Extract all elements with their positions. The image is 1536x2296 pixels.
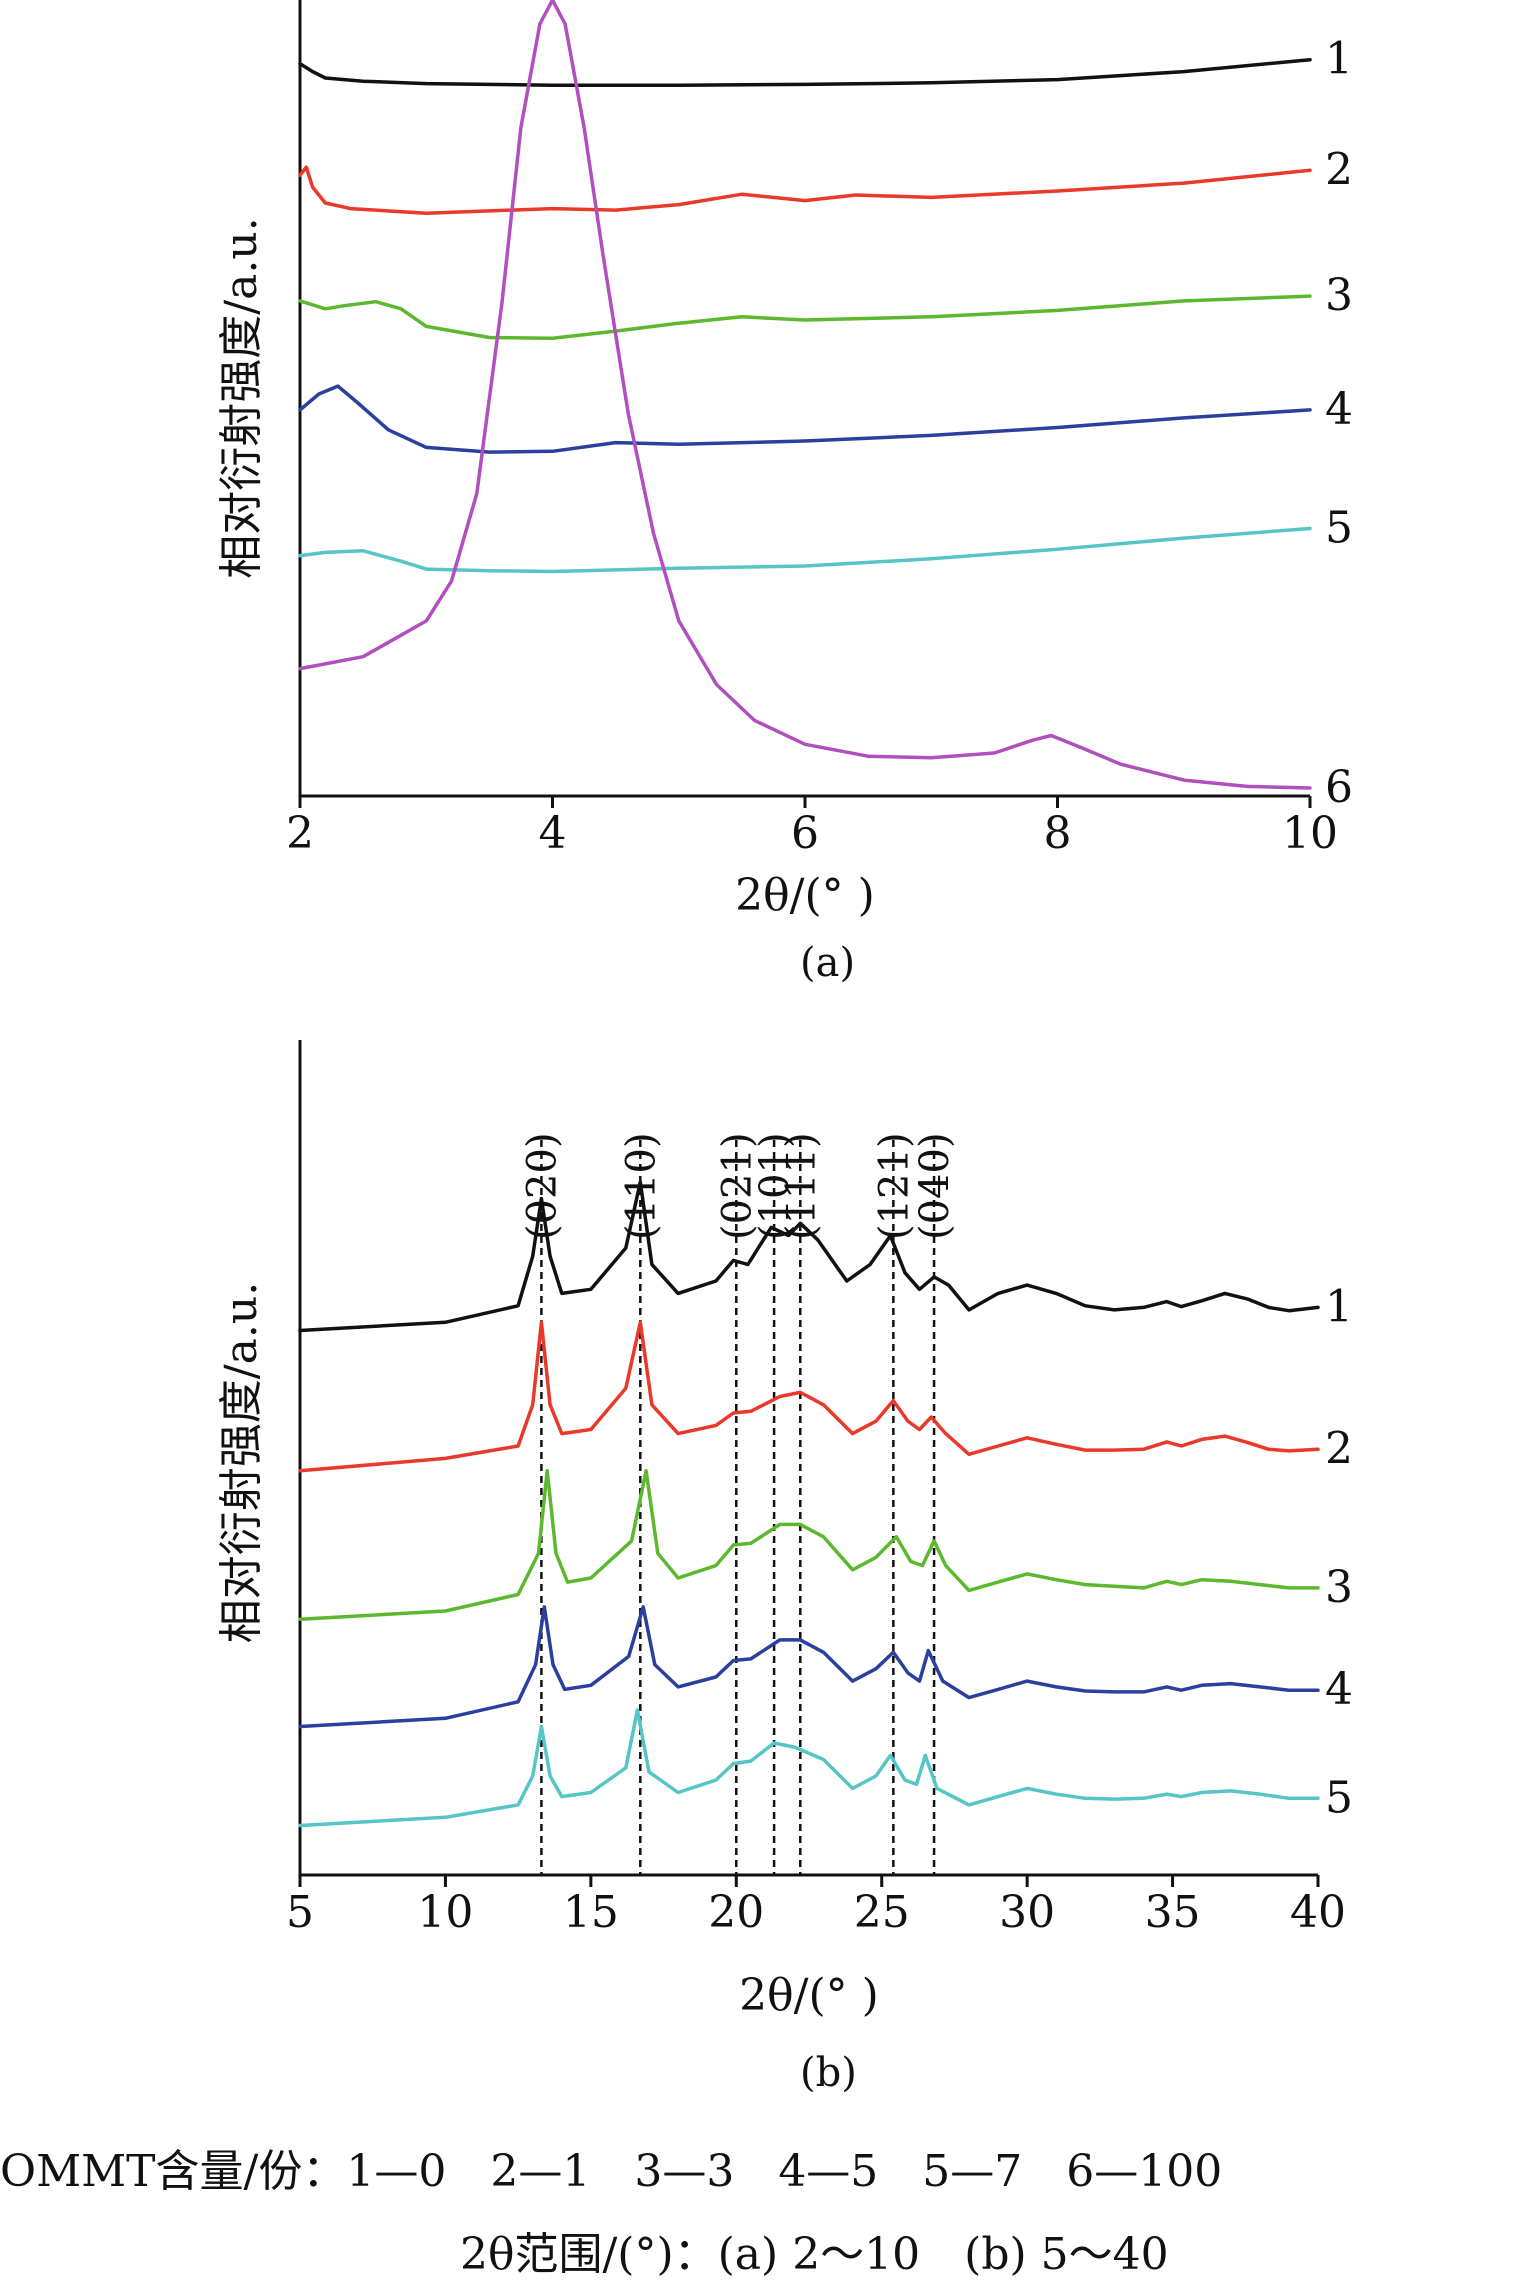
series-line-1 <box>298 1180 1320 1333</box>
x-tick-label-20: 20 <box>708 1887 764 1938</box>
series-label-4: 4 <box>1325 384 1353 435</box>
x-tick-label-5: 5 <box>286 1887 314 1938</box>
series-line-2 <box>298 1320 1320 1473</box>
series-label-5: 5 <box>1325 503 1353 554</box>
annotation-label-2: (021) <box>714 1132 760 1240</box>
x-tick-label-35: 35 <box>1145 1887 1201 1938</box>
y-axis-label: 相对衍射强度/a.u. <box>216 217 267 578</box>
series-label-2: 2 <box>1325 1423 1353 1474</box>
series-label-3: 3 <box>1325 1562 1353 1613</box>
x-axis-label: 2θ/(° ) <box>735 870 875 921</box>
x-tick-label-8: 8 <box>1044 808 1072 859</box>
y-axis-label: 相对衍射强度/a.u. <box>216 1282 267 1643</box>
series-label-4: 4 <box>1325 1664 1353 1715</box>
series-label-3: 3 <box>1325 270 1353 321</box>
series-line-3 <box>298 1469 1320 1622</box>
x-axis-label: 2θ/(° ) <box>739 1970 879 2021</box>
series-label-1: 1 <box>1325 1281 1353 1332</box>
x-tick-label-6: 6 <box>791 808 819 859</box>
chart-a: 2 4 6 8 10 2θ/(° ) 相对衍射强度/a.u. 1 2 3 4 5 6 <box>216 0 1353 921</box>
series-line-4 <box>298 1605 1320 1729</box>
x-tick-label-40: 40 <box>1290 1887 1346 1938</box>
x-tick-label-4: 4 <box>539 808 567 859</box>
legend-note-line2: 2θ范围/(°)：(a) 2～10 (b) 5～40 <box>460 2229 1169 2280</box>
x-tick-label-30: 30 <box>999 1887 1055 1938</box>
x-tick-label-15: 15 <box>563 1887 619 1938</box>
series-label-1: 1 <box>1325 34 1353 85</box>
series-line-6 <box>298 0 1312 790</box>
series-line-5 <box>298 526 1312 574</box>
series-label-2: 2 <box>1325 144 1353 195</box>
annotation-label-0: (020) <box>519 1132 565 1240</box>
x-tick-label-2: 2 <box>286 808 314 859</box>
series-line-1 <box>298 57 1312 87</box>
series-label-6: 6 <box>1325 762 1353 813</box>
legend-note-line1: OMMT含量/份：1—0 2—1 3—3 4—5 5—7 6—100 <box>0 2146 1223 2197</box>
panel-label-b: (b) <box>800 2050 857 2096</box>
annotation-label-3: (101) <box>752 1132 798 1240</box>
series-label-5: 5 <box>1325 1772 1353 1823</box>
x-tick-label-10: 10 <box>417 1887 473 1938</box>
annotation-label-6: (040) <box>912 1132 958 1240</box>
series-line-2 <box>298 165 1312 216</box>
series-line-4 <box>298 384 1312 454</box>
annotation-label-5: (121) <box>871 1132 917 1240</box>
series-line-5 <box>298 1708 1320 1828</box>
x-tick-label-25: 25 <box>854 1887 910 1938</box>
x-tick-label-10: 10 <box>1282 808 1338 859</box>
panel-label-a: (a) <box>800 940 856 986</box>
series-line-3 <box>298 294 1312 341</box>
